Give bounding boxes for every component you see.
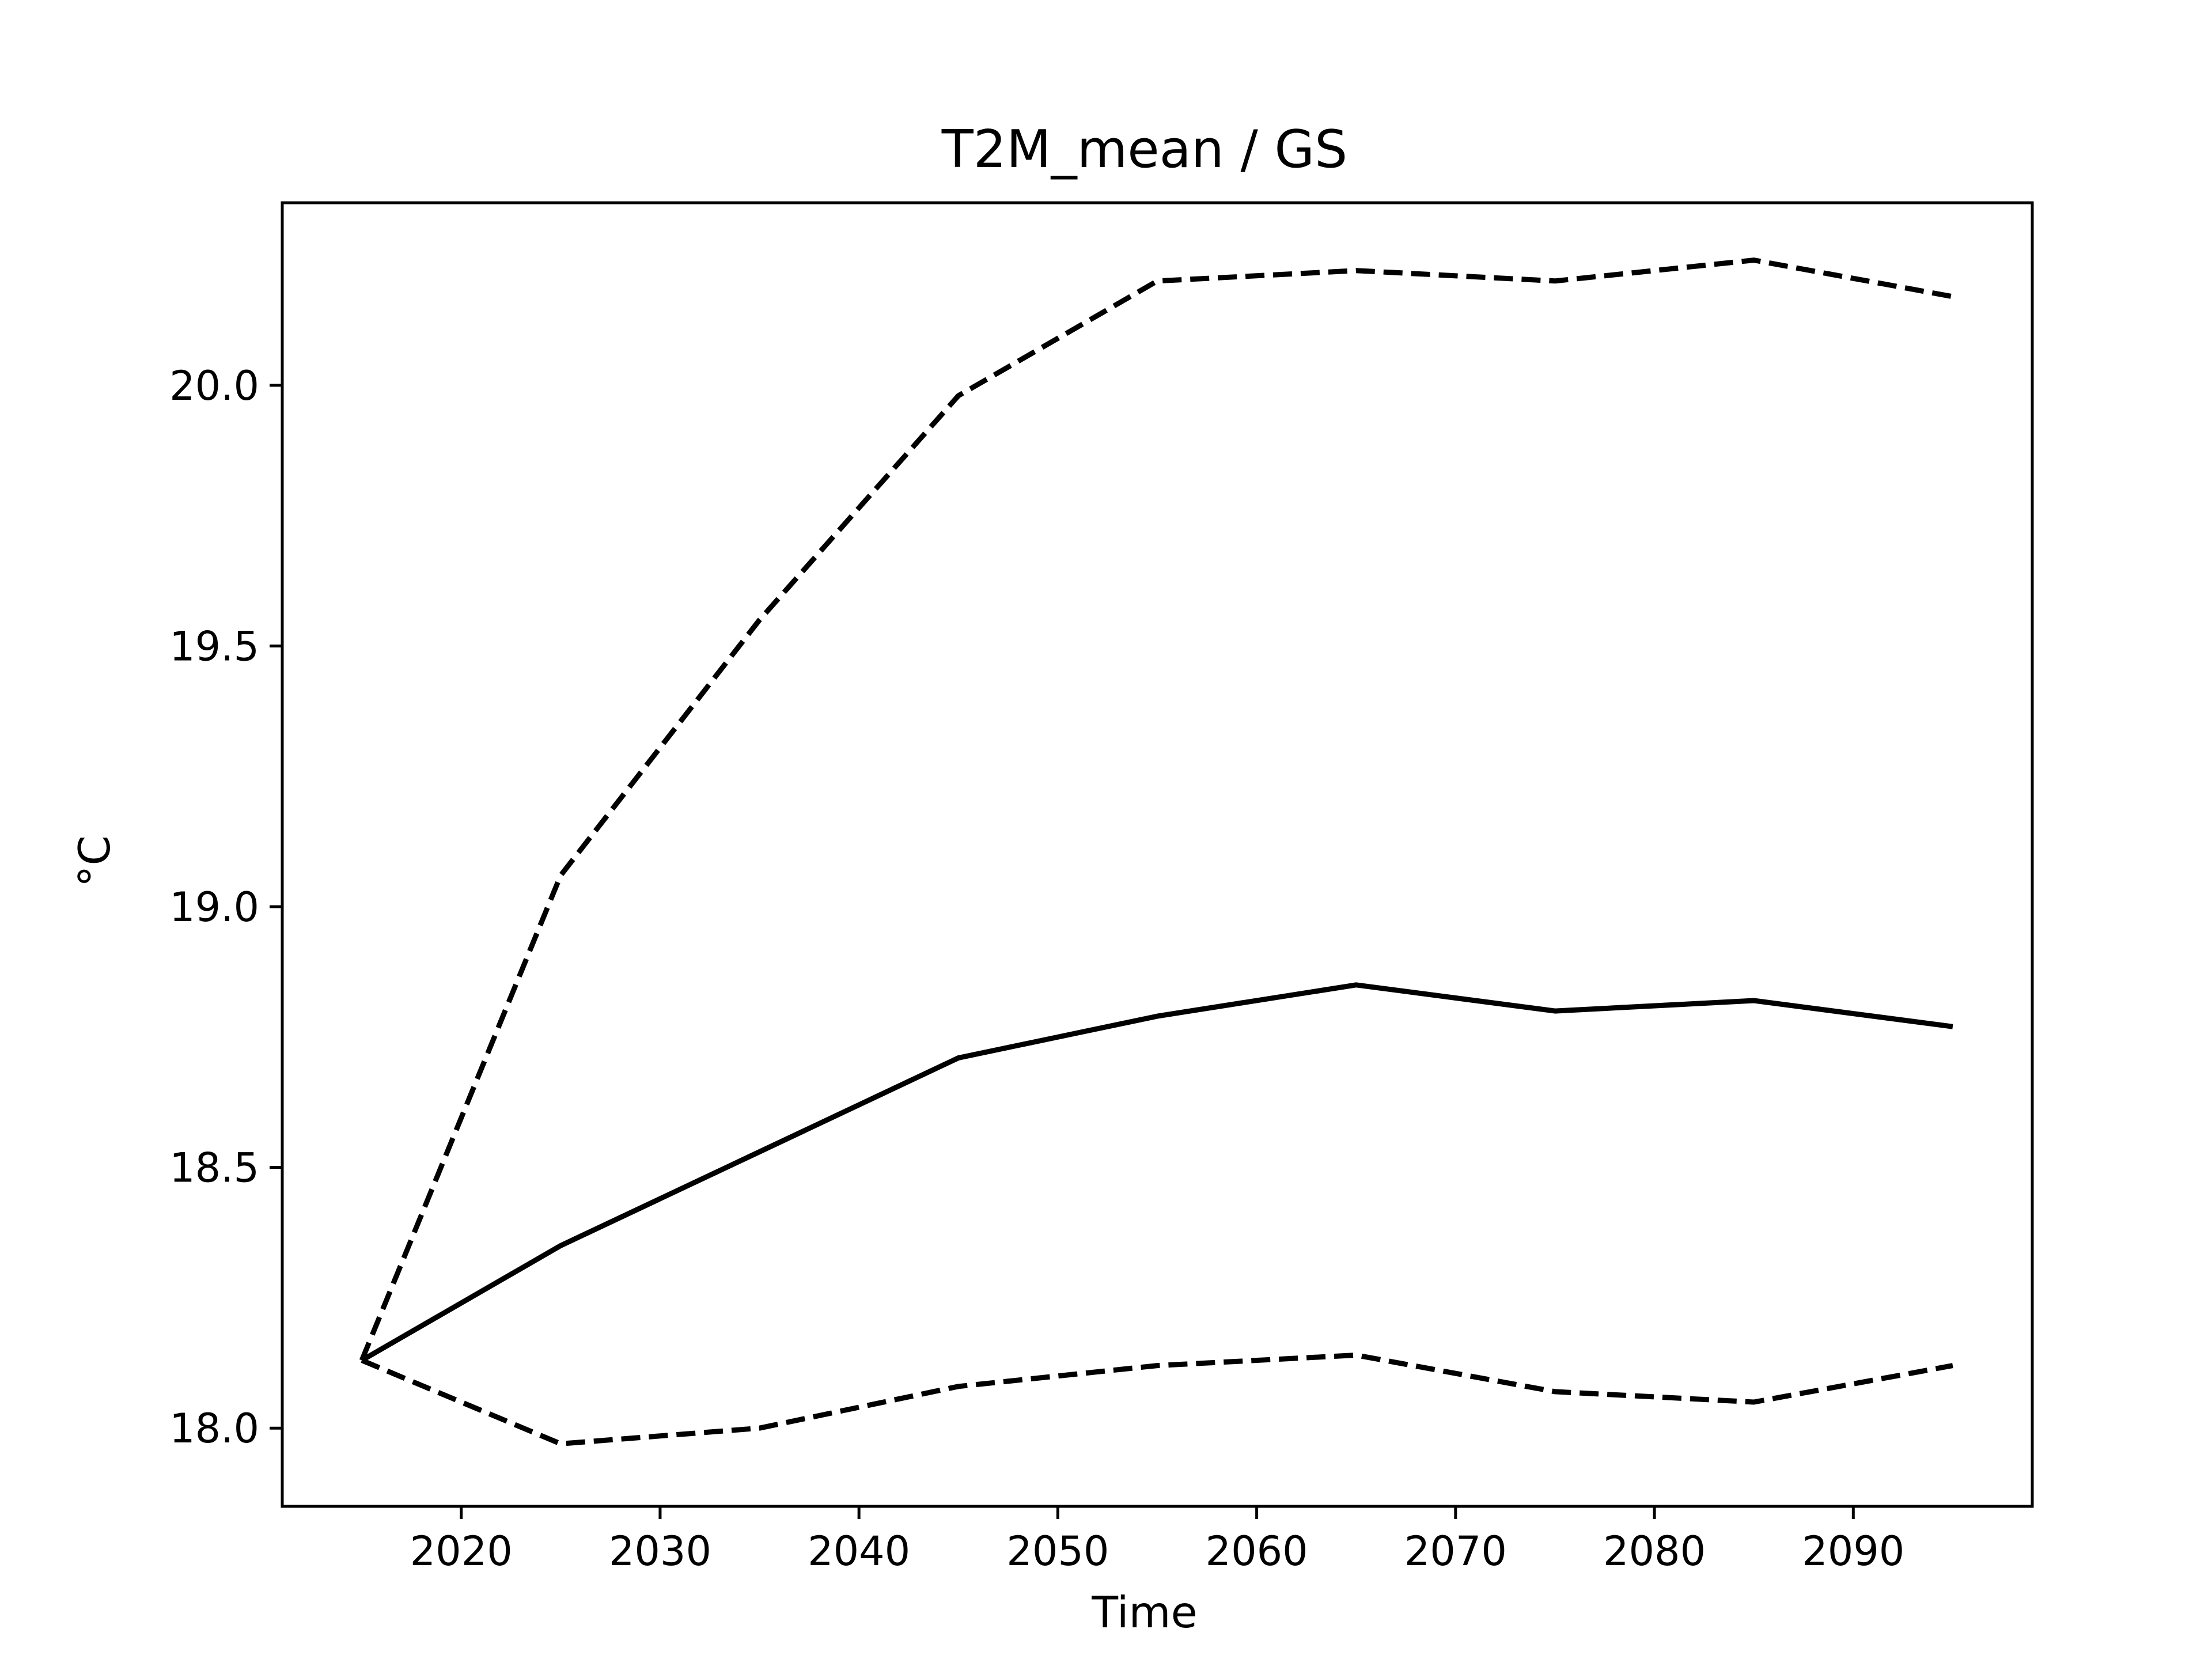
x-tick-label: 2090 [1802, 1528, 1904, 1575]
x-axis: 2020 2030 2040 2050 2060 2070 2080 2090 [410, 1506, 1904, 1575]
x-tick-label: 2020 [410, 1528, 513, 1575]
y-tick-label: 20.0 [169, 362, 259, 410]
series-line-2-solid [360, 982, 1953, 1363]
series-layer [359, 257, 1953, 1446]
y-tick-label: 18.5 [169, 1145, 259, 1192]
x-tick-label: 2080 [1603, 1528, 1706, 1575]
chart-title: T2M_mean / GS [941, 119, 1348, 180]
y-tick-label: 19.0 [169, 884, 259, 931]
x-tick-label: 2040 [808, 1528, 910, 1575]
x-tick-label: 2050 [1006, 1528, 1109, 1575]
x-tick-label: 2030 [609, 1528, 711, 1575]
y-axis-title: °C [69, 835, 120, 887]
x-tick-label: 2060 [1206, 1528, 1308, 1575]
y-axis: 18.0 18.5 19.0 19.5 20.0 [169, 362, 282, 1452]
y-tick-label: 18.0 [169, 1405, 259, 1452]
x-axis-title: Time [1091, 1587, 1198, 1638]
y-tick-label: 19.5 [169, 623, 259, 670]
plot-frame [281, 201, 2034, 1508]
series-line-1-dashed [359, 257, 1953, 1362]
series-line-3-dashed [361, 1353, 1953, 1446]
x-tick-label: 2070 [1404, 1528, 1507, 1575]
